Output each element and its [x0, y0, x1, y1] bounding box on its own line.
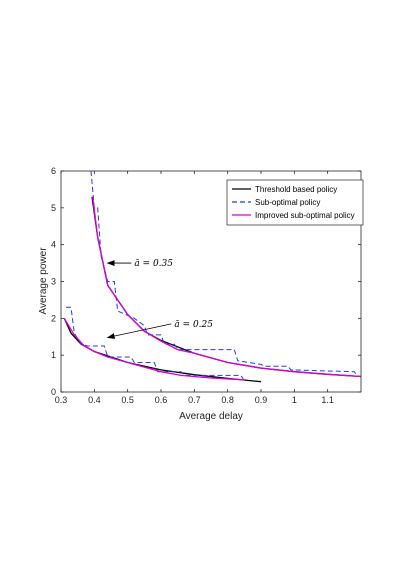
legend-label-2: Sub-optimal policy — [255, 198, 320, 207]
x-tick-label: 0.5 — [121, 395, 134, 405]
x-axis-label: Average delay — [179, 411, 243, 422]
series-3-curve-1 — [63, 317, 245, 381]
x-tick-label: 0.6 — [155, 395, 168, 405]
y-tick-label: 2 — [51, 313, 56, 323]
y-tick-label: 6 — [51, 166, 56, 176]
series-3 — [63, 196, 361, 381]
annotation-2-arrow — [106, 323, 172, 339]
annotations: ā = 0.35 ā = 0.25 — [106, 259, 213, 339]
y-tick-label: 4 — [51, 240, 56, 250]
plot-area — [63, 171, 361, 383]
annotation-2-label: ā = 0.25 — [174, 320, 213, 330]
legend: Threshold based policy Sub-optimal policy… — [226, 179, 364, 226]
series-3-curve-2 — [92, 196, 361, 378]
legend-label-1: Threshold based policy — [255, 185, 337, 194]
series-2-curve-2 — [90, 171, 359, 377]
y-tick-label: 0 — [51, 387, 56, 397]
y-tick-label: 1 — [51, 350, 56, 360]
x-tick-label: 0.9 — [255, 395, 268, 405]
x-tick-label: 1 — [292, 395, 297, 405]
x-tick-label: 0.8 — [221, 395, 234, 405]
y-tick-label: 5 — [51, 203, 56, 213]
axes: 0.3 0.4 0.5 0.6 0.7 0.8 0.9 1 1.1 0 1 2 3 4 5 6 — [51, 166, 362, 405]
y-tick-label: 3 — [51, 277, 56, 287]
legend-label-3: Improved sub-optimal policy — [255, 211, 355, 220]
x-tick-label: 0.3 — [55, 395, 68, 405]
annotation-1-label: ā = 0.35 — [134, 259, 173, 269]
x-tick-label: 1.1 — [321, 395, 334, 405]
x-tick-label: 0.7 — [188, 395, 201, 405]
y-axis-label: Average power — [38, 247, 49, 315]
x-tick-label: 0.4 — [88, 395, 101, 405]
